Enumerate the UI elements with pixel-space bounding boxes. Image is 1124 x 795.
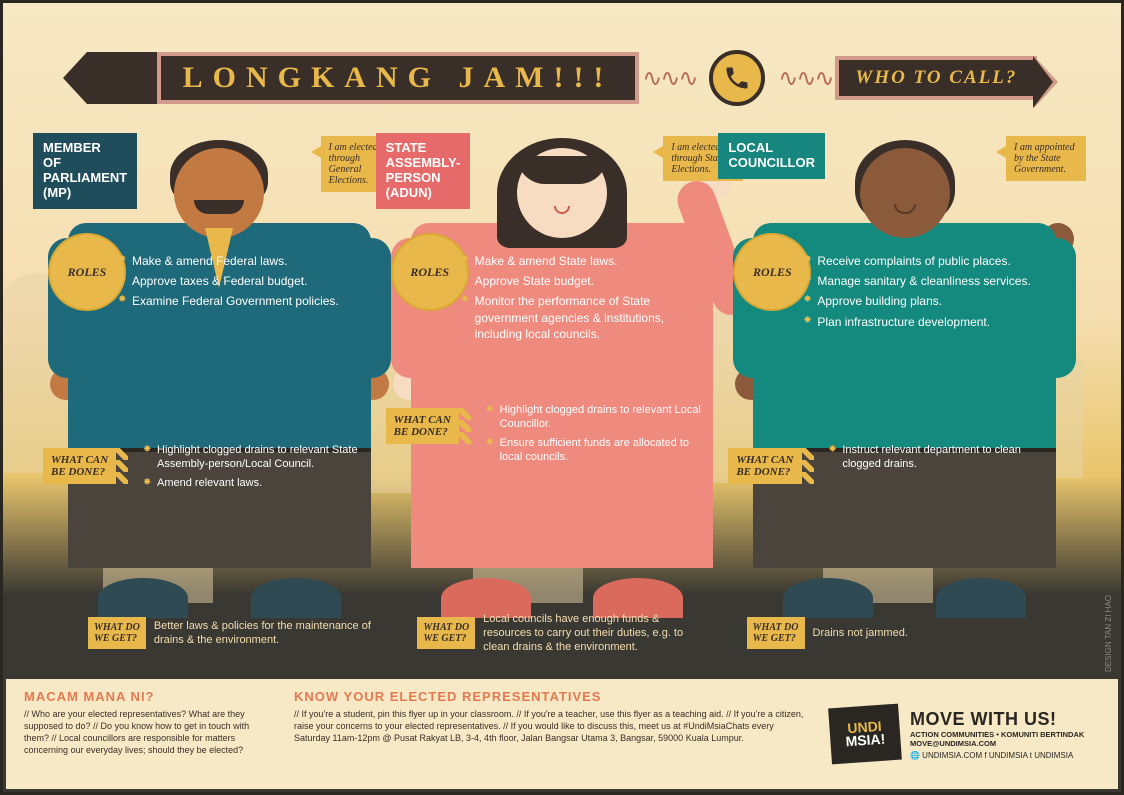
role-item: Manage sanitary & cleanliness services. (803, 273, 1046, 289)
design-credit: DESIGN TAN ZI HAO (1104, 595, 1113, 672)
wdwg-text: Drains not jammed. (813, 626, 908, 640)
wave-decoration-right: ∿∿∿ (775, 64, 835, 93)
wcbd-tag-lc: WHAT CAN BE DONE? (728, 448, 801, 484)
figures-row: MEMBER OF PARLIAMENT (MP)I am elected th… (58, 128, 1066, 618)
wcbd-item: Ensure sufficient funds are allocated to… (486, 436, 714, 465)
footer-text-1: // Who are your elected representatives?… (24, 708, 274, 757)
wcbd-tag-adun: WHAT CAN BE DONE? (386, 408, 459, 444)
wdwg-tag: WHAT DO WE GET? (417, 617, 475, 649)
footer-text-2: // If you're a student, pin this flyer u… (294, 708, 810, 744)
roles-list-adun: Make & amend State laws. Approve State bu… (461, 253, 704, 346)
wdwg-tag: WHAT DO WE GET? (88, 617, 146, 649)
title-tag-lc: LOCAL COUNCILLOR (718, 133, 825, 179)
what-do-we-get-row: WHAT DO WE GET? Better laws & policies fo… (88, 603, 1036, 663)
footer-heading-1: MACAM MANA NI? (24, 689, 274, 704)
move-with-us: MOVE WITH US! (910, 709, 1084, 730)
footer: MACAM MANA NI? // Who are your elected r… (6, 679, 1118, 789)
roles-badge-mp: ROLES (53, 238, 121, 306)
figure-adun: STATE ASSEMBLY- PERSON (ADUN)I am electe… (401, 128, 724, 618)
person-illustration-lc (743, 128, 1066, 618)
wcbd-item: Highlight clogged drains to relevant Sta… (143, 443, 371, 472)
wdwg-adun: WHAT DO WE GET?Local councils have enoug… (417, 603, 706, 663)
role-item: Approve building plans. (803, 293, 1046, 309)
title-banner: LONGKANG JAM!!! ∿∿∿ ∿∿∿ WHO TO CALL? (3, 48, 1121, 108)
phone-icon (709, 50, 765, 106)
title-tag-adun: STATE ASSEMBLY- PERSON (ADUN) (376, 133, 471, 209)
figure-mp: MEMBER OF PARLIAMENT (MP)I am elected th… (58, 128, 381, 618)
role-item: Make & amend State laws. (461, 253, 704, 269)
title-tag-mp: MEMBER OF PARLIAMENT (MP) (33, 133, 137, 209)
role-item: Make & amend Federal laws. (118, 253, 361, 269)
footer-col-3: UNDI MSIA! MOVE WITH US! ACTION COMMUNIT… (830, 689, 1100, 779)
who-to-call: WHO TO CALL? (835, 56, 1037, 100)
footer-col-2: KNOW YOUR ELECTED REPRESENTATIVES // If … (294, 689, 810, 779)
footer-col-1: MACAM MANA NI? // Who are your elected r… (24, 689, 274, 779)
speech-lc: I am appointed by the State Government. (1006, 136, 1086, 181)
wdwg-text: Local councils have enough funds & resou… (483, 612, 706, 655)
role-item: Examine Federal Government policies. (118, 293, 361, 309)
role-item: Approve taxes & Federal budget. (118, 273, 361, 289)
roles-badge-adun: ROLES (396, 238, 464, 306)
roles-badge-lc: ROLES (738, 238, 806, 306)
wcbd-item: Amend relevant laws. (143, 476, 371, 490)
roles-list-lc: Receive complaints of public places. Mana… (803, 253, 1046, 334)
move-subtitle: ACTION COMMUNITIES • KOMUNITI BERTINDAK … (910, 730, 1084, 748)
wcbd-list-mp: Highlight clogged drains to relevant Sta… (143, 443, 371, 494)
wcbd-tag-mp: WHAT CAN BE DONE? (43, 448, 116, 484)
wdwg-lc: WHAT DO WE GET? Drains not jammed. (747, 603, 1036, 663)
footer-heading-2: KNOW YOUR ELECTED REPRESENTATIVES (294, 689, 810, 704)
wdwg-tag: WHAT DO WE GET? (747, 617, 805, 649)
role-item: Plan infrastructure development. (803, 314, 1046, 330)
main-title: LONGKANG JAM!!! (157, 52, 640, 104)
wcbd-list-lc: Instruct relevant department to clean cl… (828, 443, 1056, 476)
wdwg-text: Better laws & policies for the maintenan… (154, 619, 377, 648)
roles-list-mp: Make & amend Federal laws. Approve taxes … (118, 253, 361, 314)
wcbd-list-adun: Highlight clogged drains to relevant Loc… (486, 403, 714, 468)
figure-lc: LOCAL COUNCILLORI am appointed by the St… (743, 128, 1066, 618)
wcbd-item: Highlight clogged drains to relevant Loc… (486, 403, 714, 432)
role-item: Monitor the performance of State governm… (461, 293, 704, 342)
footer-links: 🌐 UNDIMSIA.COM f UNDIMSIA t UNDIMSIA (910, 751, 1084, 760)
role-item: Receive complaints of public places. (803, 253, 1046, 269)
undimsia-logo: UNDI MSIA! (828, 704, 902, 765)
wdwg-mp: WHAT DO WE GET? Better laws & policies fo… (88, 603, 377, 663)
wave-decoration-left: ∿∿∿ (639, 64, 699, 93)
role-item: Approve State budget. (461, 273, 704, 289)
poster-root: LONGKANG JAM!!! ∿∿∿ ∿∿∿ WHO TO CALL? MEM… (0, 0, 1124, 795)
wcbd-item: Instruct relevant department to clean cl… (828, 443, 1056, 472)
